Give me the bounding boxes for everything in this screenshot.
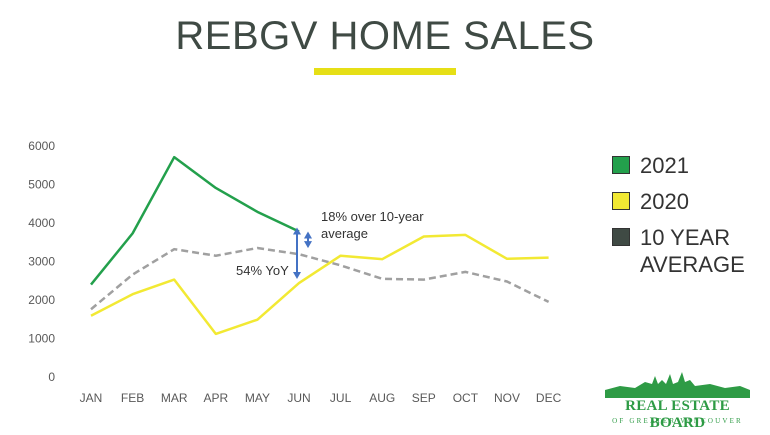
legend-label-2021: 2021 <box>640 153 689 178</box>
x-tick-label: NOV <box>494 391 520 405</box>
legend-label-2020: 2020 <box>640 189 689 214</box>
legend-item-2020: 2020 <box>612 188 760 215</box>
y-tick-label: 2000 <box>28 293 55 307</box>
x-tick-label: JUN <box>287 391 310 405</box>
annotation-arrow-yoy-head-bottom <box>293 272 301 280</box>
x-tick-label: APR <box>203 391 228 405</box>
annotation-text-18pct: average <box>321 226 368 241</box>
logo-sub-text: OF GREATER VANCOUVER <box>612 417 743 425</box>
annotation-text-54pct: 54% YoY <box>236 263 289 278</box>
y-tick-label: 0 <box>48 370 55 384</box>
annotation-text-18pct: 18% over 10-year <box>321 209 424 224</box>
series-line-2020 <box>90 233 549 336</box>
title-underline <box>314 68 456 75</box>
logo-main-text: REAL ESTATE BOARD <box>625 398 730 431</box>
series-line-2021 <box>90 155 300 286</box>
x-tick-label: OCT <box>453 391 479 405</box>
x-tick-label: MAR <box>161 391 188 405</box>
y-tick-label: 5000 <box>28 178 55 192</box>
x-tick-label: JAN <box>80 391 103 405</box>
legend-swatch-2020 <box>612 192 630 210</box>
legend-item-10-year-average: 10 YEAR AVERAGE <box>612 224 760 278</box>
real-estate-board-logo: REAL ESTATE BOARD OF GREATER VANCOUVER <box>600 370 760 431</box>
x-tick-label: AUG <box>369 391 395 405</box>
annotation-arrow-yoy-head-top <box>293 227 301 235</box>
city-skyline-icon <box>605 372 750 398</box>
y-tick-label: 6000 <box>28 139 55 153</box>
line-chart: 0 1000 2000 3000 4000 5000 6000 JAN FEB MAR APR MAY… <box>28 139 562 405</box>
chart-title: REBGV HOME SALES <box>175 14 595 58</box>
x-tick-label: DEC <box>536 391 562 405</box>
legend-swatch-10-year-average <box>612 228 630 246</box>
series-line-10-year-average <box>90 246 550 311</box>
x-tick-label: MAY <box>245 391 270 405</box>
y-tick-label: 1000 <box>28 332 55 346</box>
legend-label-10-year-average: 10 YEAR AVERAGE <box>640 225 745 277</box>
x-tick-label: FEB <box>121 391 144 405</box>
x-tick-label: SEP <box>412 391 436 405</box>
legend-item-2021: 2021 <box>612 152 760 179</box>
annotation-arrow-avg-head-top <box>304 231 312 239</box>
x-tick-label: JUL <box>330 391 352 405</box>
y-tick-label: 4000 <box>28 216 55 230</box>
y-tick-label: 3000 <box>28 255 55 269</box>
legend-swatch-2021 <box>612 156 630 174</box>
annotation-arrow-avg-head-bottom <box>304 241 312 249</box>
